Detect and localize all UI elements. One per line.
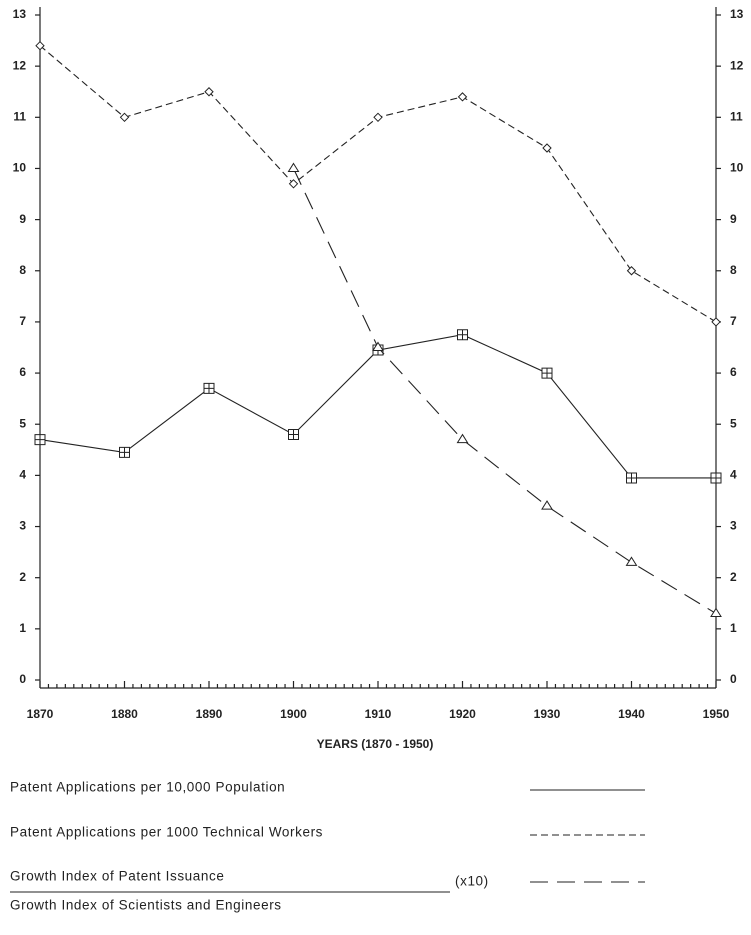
marker: [541, 500, 553, 510]
y2-tick-label: 1: [730, 621, 737, 635]
x-tick-label: 1890: [196, 707, 223, 721]
marker: [711, 317, 721, 327]
x-tick-label: 1900: [280, 707, 307, 721]
y2-tick-label: 3: [730, 519, 737, 533]
y2-tick-label: 0: [730, 672, 737, 686]
marker: [457, 92, 468, 102]
y-tick-label: 0: [19, 672, 26, 686]
x-tick-label: 1880: [111, 707, 138, 721]
y-tick-label: 7: [19, 314, 26, 328]
y2-tick-label: 5: [730, 416, 737, 430]
marker: [372, 341, 384, 351]
series-line: [39, 45, 717, 323]
y2-tick-label: 8: [730, 263, 737, 277]
marker: [542, 143, 552, 153]
series-line: [293, 168, 717, 614]
marker: [287, 162, 300, 172]
y2-tick-label: 9: [730, 212, 737, 226]
marker: [119, 112, 130, 123]
marker: [288, 428, 299, 440]
marker: [203, 382, 215, 394]
marker: [288, 179, 299, 189]
marker: [625, 556, 638, 566]
marker: [541, 367, 553, 379]
marker: [626, 472, 637, 484]
y2-tick-label: 11: [730, 109, 743, 123]
y-tick-label: 2: [19, 570, 26, 584]
legend-scale: (x10): [455, 874, 489, 889]
y-tick-label: 1: [19, 621, 26, 635]
marker: [373, 112, 383, 123]
x-tick-label: 1940: [618, 707, 645, 721]
y-tick-label: 8: [19, 263, 26, 277]
y-tick-label: 12: [13, 58, 27, 72]
series-line: [39, 334, 716, 479]
marker: [457, 329, 468, 341]
x-tick-label: 1870: [27, 707, 54, 721]
marker: [34, 434, 46, 446]
y-tick-label: 5: [19, 416, 26, 430]
legend-label: Growth Index of Patent Issuance: [10, 869, 224, 884]
y2-tick-label: 2: [730, 570, 737, 584]
marker: [35, 40, 45, 51]
y2-tick-label: 12: [730, 58, 744, 72]
legend-label: Patent Applications per 10,000 Populatio…: [10, 780, 285, 795]
marker: [710, 472, 722, 484]
y-tick-label: 4: [19, 468, 26, 482]
y-tick-label: 9: [19, 212, 26, 226]
marker: [456, 433, 469, 444]
y2-tick-label: 13: [730, 7, 744, 21]
legend-label: Growth Index of Scientists and Engineers: [10, 898, 282, 913]
y2-tick-label: 4: [730, 468, 737, 482]
y2-tick-label: 10: [730, 161, 744, 175]
x-tick-label: 1930: [534, 707, 561, 721]
y-tick-label: 10: [13, 161, 27, 175]
marker: [119, 446, 130, 458]
y2-tick-label: 6: [730, 365, 737, 379]
x-axis-title: YEARS (1870 - 1950): [317, 737, 434, 751]
x-tick-label: 1910: [365, 707, 392, 721]
y-tick-label: 3: [19, 519, 26, 533]
marker: [626, 266, 637, 276]
marker: [710, 607, 722, 617]
y-tick-label: 6: [19, 365, 26, 379]
y-tick-label: 11: [13, 109, 26, 123]
legend-label: Patent Applications per 1000 Technical W…: [10, 825, 323, 840]
x-tick-label: 1920: [449, 707, 476, 721]
y2-tick-label: 7: [730, 314, 737, 328]
marker: [204, 87, 214, 97]
x-tick-label: 1950: [703, 707, 730, 721]
y-tick-label: 13: [13, 7, 27, 21]
